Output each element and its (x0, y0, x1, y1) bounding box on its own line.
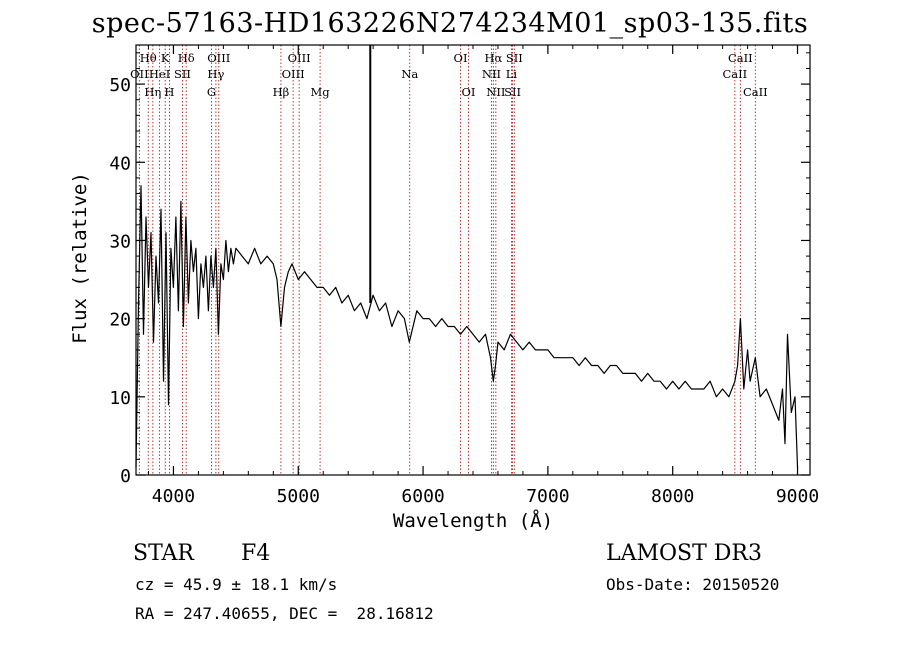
line-label: SII (506, 51, 523, 65)
line-label: OIII (282, 67, 305, 81)
line-label: Hη (144, 85, 161, 99)
x-tick-label: 5000 (277, 486, 320, 507)
line-label: Mg (311, 85, 331, 99)
coordinates-readout: RA = 247.40655, DEC = 28.16812 (135, 604, 434, 623)
line-label: G (207, 85, 216, 99)
y-tick-label: 0 (120, 466, 131, 487)
line-label: OII (130, 67, 149, 81)
line-label: NII (486, 85, 505, 99)
emission-line-markers (138, 45, 756, 475)
line-label: Li (506, 67, 518, 81)
x-tick-label: 9000 (776, 486, 819, 507)
x-tick-label: 4000 (152, 486, 195, 507)
line-label: CaII (722, 67, 747, 81)
x-tick-label: 6000 (401, 486, 444, 507)
y-axis-label: Flux (relative) (69, 172, 91, 344)
axis-tick-labels: 4000 5000 6000 7000 8000 9000 0 10 20 30 40 50 (109, 75, 819, 507)
line-label: OIII (288, 51, 311, 65)
line-label: OIII (207, 51, 230, 65)
y-tick-label: 20 (109, 310, 131, 331)
line-label: H (164, 85, 174, 99)
line-label: OI (462, 85, 476, 99)
object-subclass: F4 (241, 541, 271, 566)
y-tick-label: 40 (109, 153, 131, 174)
line-label: Hβ (273, 85, 290, 99)
survey-name: LAMOST DR3 (606, 541, 762, 566)
y-tick-label: 50 (109, 75, 131, 96)
chart-title: spec-57163-HD163226N274234M01_sp03-135.f… (91, 8, 809, 39)
line-label: HeI (149, 67, 170, 81)
line-label: Hγ (207, 67, 224, 81)
y-tick-label: 10 (109, 388, 131, 409)
observation-date: Obs-Date: 20150520 (606, 575, 780, 594)
line-label: CaII (743, 85, 768, 99)
axis-ticks (136, 45, 810, 476)
line-label: Hδ (178, 51, 195, 65)
line-label: NII (482, 67, 501, 81)
x-tick-label: 8000 (651, 486, 694, 507)
plot-frame (135, 44, 811, 476)
line-label: OI (454, 51, 468, 65)
line-label: SII (504, 85, 521, 99)
y-tick-label: 30 (109, 231, 131, 252)
line-label: Hα (484, 51, 502, 65)
emission-line-labels: Hθ OII Hη K HeI H Hδ SII OIII Hγ G OIII OIII Hβ Mg Na OI… (130, 51, 768, 99)
line-label: SII (174, 67, 191, 81)
line-label: K (161, 51, 170, 65)
velocity-readout: cz = 45.9 ± 18.1 km/s (135, 575, 338, 594)
x-tick-label: 7000 (526, 486, 569, 507)
line-label: Na (401, 67, 418, 81)
spectrum-series (135, 185, 799, 468)
x-axis-label: Wavelength (Å) (392, 510, 554, 532)
line-label: Hθ (140, 51, 157, 65)
object-class: STAR (133, 541, 194, 566)
line-label: CaII (728, 51, 753, 65)
